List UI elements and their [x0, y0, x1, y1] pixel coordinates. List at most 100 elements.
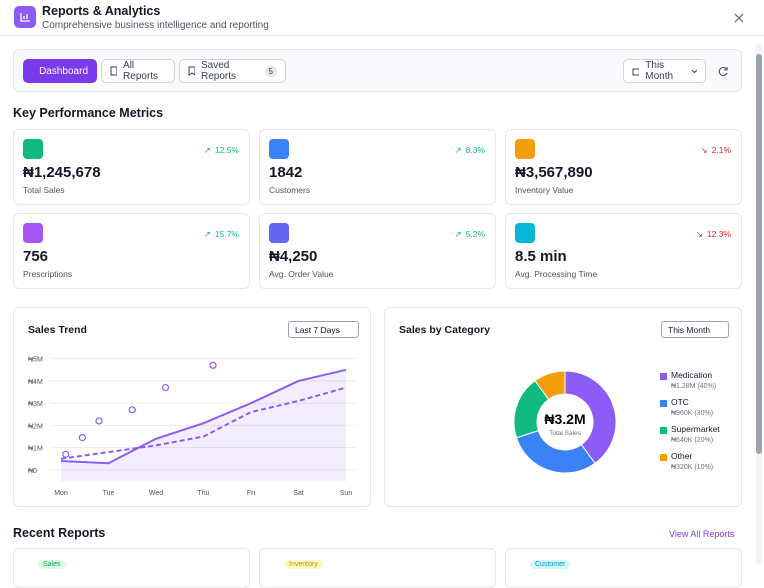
kpi-change-value: 5.2%: [465, 229, 485, 239]
kpi-value: 756: [23, 248, 49, 265]
kpi-icon: [269, 139, 289, 159]
kpi-card: ↘ 2.1% ₦3,567,890 Inventory Value: [505, 129, 742, 205]
range-label: Last 7 Days: [295, 325, 340, 335]
range-select[interactable]: Last 7 Days: [288, 321, 359, 338]
legend-swatch: [660, 373, 667, 380]
toolbar: Dashboard All Reports Saved Reports 5 Thi…: [13, 49, 742, 92]
trend-arrow: ↗: [203, 229, 211, 239]
legend-label: OTC: [671, 397, 689, 407]
kpi-label: Customers: [269, 185, 311, 195]
area: [61, 369, 346, 481]
kpi-change: ↘ 2.1%: [701, 145, 732, 156]
tab-label: All Reports: [123, 60, 159, 82]
tab-label: Saved Reports: [200, 60, 236, 82]
y-tick-label: ₦2M: [28, 423, 43, 430]
tab-all-reports[interactable]: All Reports: [101, 59, 175, 83]
trend-arrow: ↗: [454, 145, 462, 155]
x-tick-label: Wed: [149, 490, 163, 496]
x-tick-label: Sun: [340, 490, 353, 496]
kpi-label: Avg. Processing Time: [515, 269, 598, 279]
report-tag: Customer: [530, 560, 571, 569]
tab-saved-reports[interactable]: Saved Reports 5: [179, 59, 286, 83]
kpi-change: ↗ 15.7%: [204, 229, 239, 240]
x-tick-label: Sat: [293, 490, 304, 496]
point: [128, 406, 136, 414]
report-card: Inventory: [259, 548, 496, 588]
legend-value: ₦1.28M (40%): [671, 383, 716, 390]
point: [78, 434, 86, 442]
point: [209, 361, 217, 369]
report-card: Sales: [13, 548, 250, 588]
legend-label: Medication: [671, 370, 712, 380]
period-label: This Month: [645, 60, 674, 82]
report-tag: Inventory: [284, 560, 323, 569]
donut-center-label: Total Sales: [549, 430, 582, 437]
donut-slice: [534, 370, 566, 401]
kpi-label: Total Sales: [23, 185, 65, 195]
trend-arrow: ↘: [695, 229, 703, 239]
header: Reports & Analytics Comprehensive busine…: [0, 0, 764, 36]
kpi-card: ↗ 12.5% ₦1,245,678 Total Sales: [13, 129, 250, 205]
tab-label: Dashboard: [39, 65, 88, 77]
line: [60, 368, 347, 465]
legend-value: ₦320K (10%): [671, 464, 713, 471]
kpi-change: ↗ 5.2%: [455, 229, 486, 240]
refresh-button[interactable]: [717, 65, 729, 77]
y-tick-label: ₦1M: [28, 446, 43, 453]
header-icon: [14, 6, 36, 28]
y-tick-label: ₦5M: [28, 357, 43, 364]
kpi-value: ₦1,245,678: [23, 164, 101, 181]
kpi-label: Prescriptions: [23, 269, 73, 279]
x-tick-label: Mon: [54, 490, 68, 496]
legend-swatch: [660, 454, 667, 461]
kpi-icon: [23, 139, 43, 159]
period-select[interactable]: This Month: [623, 59, 706, 83]
kpi-icon: [269, 223, 289, 243]
close-button[interactable]: [733, 12, 745, 24]
scrollbar: [756, 44, 762, 564]
kpi-change-value: 12.3%: [706, 229, 731, 239]
card-title: Sales by Category: [399, 324, 491, 336]
trend-arrow: ↗: [203, 145, 211, 155]
saved-count: 5: [264, 65, 277, 77]
kpi-card: ↘ 12.3% 8.5 min Avg. Processing Time: [505, 213, 742, 289]
kpi-change-value: 15.7%: [214, 229, 239, 239]
x-tick-label: Tue: [103, 490, 115, 496]
kpi-icon: [515, 139, 535, 159]
header-title: Reports & Analytics: [42, 4, 161, 18]
view-all-link[interactable]: View All Reports: [669, 529, 735, 539]
donut-chart: Medication ₦1.28M (40%) OTC ₦960K (30%) Supe…: [513, 370, 720, 474]
report-tag: Sales: [38, 560, 66, 569]
kpi-value: ₦3,567,890: [515, 164, 593, 181]
kpi-value: 8.5 min: [515, 248, 567, 265]
kpi-label: Avg. Order Value: [269, 269, 334, 279]
y-tick-label: ₦3M: [28, 401, 43, 408]
donut-slice: [564, 370, 617, 464]
kpi-label: Inventory Value: [515, 185, 574, 195]
kpi-card: ↗ 15.7% 756 Prescriptions: [13, 213, 250, 289]
kpi-icon: [23, 223, 43, 243]
range-label: This Month: [668, 325, 711, 335]
kpi-change: ↗ 12.5%: [204, 145, 239, 156]
donut-center-value: ₦3.2M: [544, 411, 585, 427]
kpi-card: ↗ 8.3% 1842 Customers: [259, 129, 496, 205]
trend-arrow: ↗: [454, 229, 462, 239]
line: [60, 386, 347, 460]
report-card: Customer: [505, 548, 742, 588]
legend-label: Supermarket: [671, 424, 720, 434]
kpi-change-value: 8.3%: [465, 145, 485, 155]
legend-value: ₦960K (30%): [671, 410, 713, 417]
x-tick-label: Thu: [197, 490, 209, 496]
tab-dashboard[interactable]: Dashboard: [23, 59, 97, 83]
kpi-change: ↗ 8.3%: [455, 145, 486, 156]
line-chart: ₦0 ₦1M ₦2M ₦3M ₦4M ₦5M Mon Tue Wed Thu Fri Sat Sun: [28, 357, 357, 496]
range-select[interactable]: This Month: [661, 321, 729, 338]
y-tick-label: ₦0: [28, 468, 37, 475]
kpi-change-value: 2.1%: [711, 145, 731, 155]
kpi-card: ↗ 5.2% ₦4,250 Avg. Order Value: [259, 213, 496, 289]
kpi-change-value: 12.5%: [214, 145, 239, 155]
donut-slice: [515, 430, 596, 474]
kpi-value: 1842: [269, 164, 303, 181]
kpi-icon: [515, 223, 535, 243]
x-tick-label: Fri: [247, 490, 256, 496]
